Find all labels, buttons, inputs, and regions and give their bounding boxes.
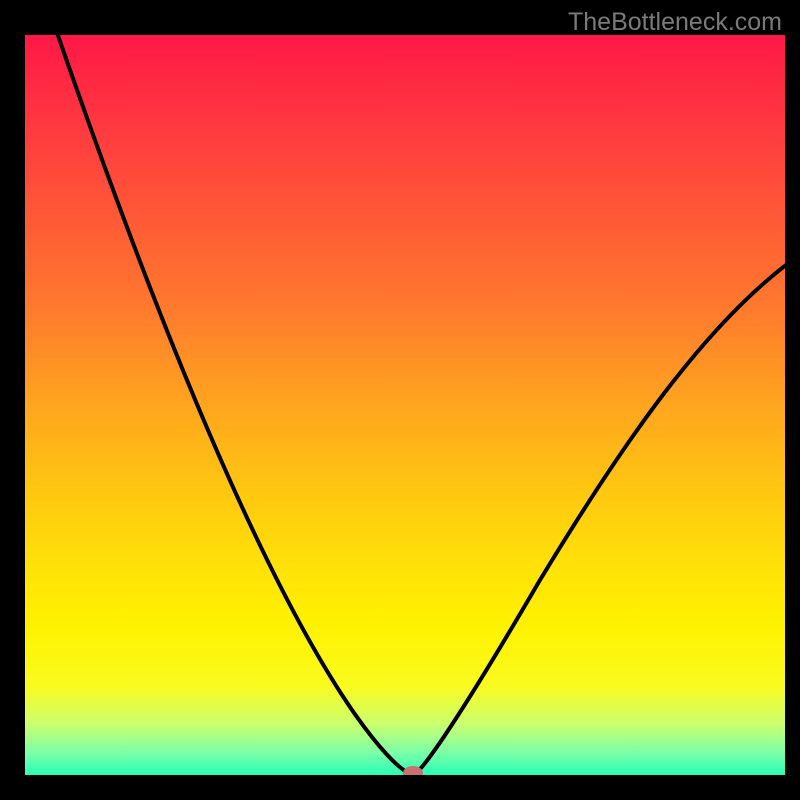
watermark-text: TheBottleneck.com <box>568 8 782 37</box>
chart-background <box>25 35 785 775</box>
bottleneck-chart: TheBottleneck.com <box>0 0 800 800</box>
chart-svg <box>0 0 800 800</box>
